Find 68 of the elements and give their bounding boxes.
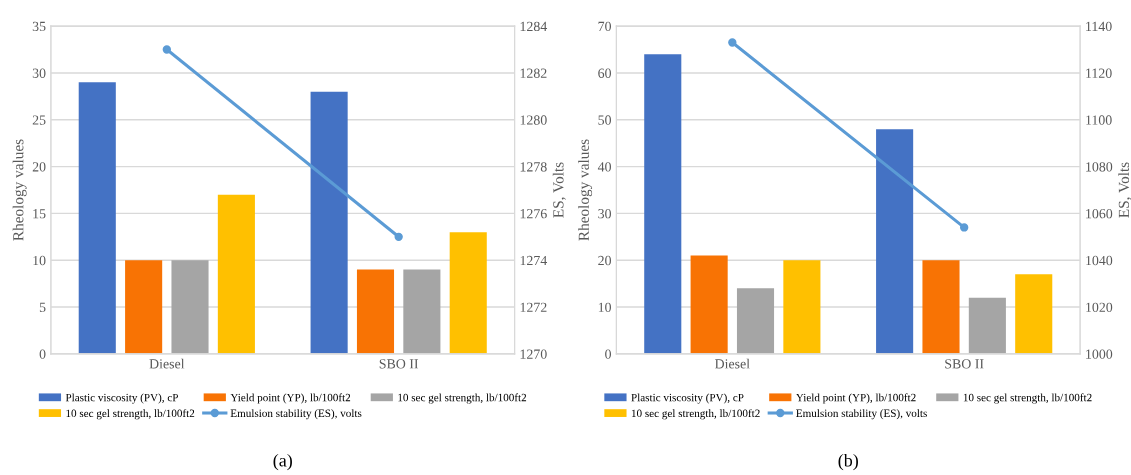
x-tick-label: Diesel — [714, 358, 750, 369]
legend-label: Plastic viscosity (PV), cP — [631, 393, 744, 404]
bar — [356, 269, 395, 354]
y-axis-title: Rheology values — [12, 139, 27, 241]
bar — [310, 91, 348, 354]
y-tick-label: 0 — [39, 349, 46, 359]
legend-label: Emulsion stability (ES), volts — [796, 409, 927, 420]
y-axis-title: Rheology values — [578, 139, 593, 241]
text: (a) — [273, 453, 292, 471]
bar — [217, 194, 255, 354]
text: (b) — [838, 453, 858, 471]
bar — [736, 288, 775, 354]
y-tick-label: 40 — [597, 162, 611, 172]
legend-label: Plastic viscosity (PV), cP — [65, 393, 178, 404]
bar — [125, 260, 163, 354]
y-tick-label: 20 — [598, 255, 611, 266]
y2-tick-label: 1140 — [1086, 21, 1112, 32]
y-tick-label: 10 — [33, 255, 46, 266]
y2-tick-label: 1278 — [520, 162, 547, 172]
y-tick-label: 30 — [598, 208, 611, 219]
y2-tick-label: 1000 — [1086, 349, 1113, 359]
y2-tick-label: 1100 — [1086, 115, 1112, 125]
bar — [690, 255, 728, 354]
y2-tick-label: 1060 — [1086, 208, 1113, 219]
legend-label: 10 sec gel strength, lb/100ft2 — [631, 409, 760, 420]
y2-axis-title: ES, Volts — [552, 162, 566, 218]
legend-label: Yield point (YP), lb/100ft2 — [230, 393, 351, 404]
y2-axis-title: ES, Volts — [1118, 162, 1131, 218]
y2-tick-label: 1272 — [520, 302, 547, 312]
y-tick-label: 5 — [39, 302, 46, 313]
y2-tick-label: 1080 — [1086, 162, 1113, 172]
y2-tick-label: 1020 — [1086, 302, 1113, 313]
y-tick-label: 50 — [598, 115, 611, 125]
bar — [171, 260, 209, 354]
y-tick-label: 10 — [598, 302, 611, 313]
legend-label: 10 sec gel strength, lb/100ft2 — [963, 393, 1092, 404]
y-tick-label: 0 — [605, 349, 611, 359]
bar — [922, 260, 960, 354]
legend-label: Emulsion stability (ES), volts — [230, 409, 362, 420]
bar — [449, 232, 487, 354]
bar — [78, 82, 116, 354]
x-tick-label: Diesel — [149, 358, 185, 369]
y2-tick-label: 1120 — [1086, 68, 1112, 78]
legend-label: 10 sec gel strength, lb/100ft2 — [66, 409, 195, 420]
y-tick-label: 15 — [33, 209, 46, 219]
bar — [644, 54, 682, 354]
x-tick-label: SBO II — [945, 359, 984, 369]
y2-tick-label: 1276 — [520, 209, 547, 219]
bar — [876, 129, 914, 354]
y2-tick-label: 1280 — [520, 115, 547, 125]
y-tick-label: 25 — [32, 115, 46, 125]
y2-tick-label: 1282 — [520, 68, 547, 78]
y-tick-label: 60 — [598, 68, 611, 78]
legend-label: Yield point (YP), lb/100ft2 — [795, 393, 916, 404]
legend-label: 10 sec gel strength, lb/100ft2 — [398, 393, 527, 404]
bar — [403, 269, 441, 354]
y2-tick-label: 1270 — [520, 349, 547, 359]
bar — [968, 297, 1006, 354]
bar — [1015, 274, 1053, 354]
y-tick-label: 30 — [32, 68, 46, 78]
y2-tick-label: 1284 — [520, 21, 548, 32]
y2-tick-label: 1274 — [520, 255, 548, 266]
y2-tick-label: 1040 — [1086, 255, 1113, 266]
x-tick-label: SBO II — [379, 359, 419, 369]
y-tick-label: 20 — [32, 162, 46, 172]
y-tick-label: 70 — [598, 21, 611, 32]
bar — [783, 260, 821, 354]
y-tick-label: 35 — [32, 21, 46, 32]
